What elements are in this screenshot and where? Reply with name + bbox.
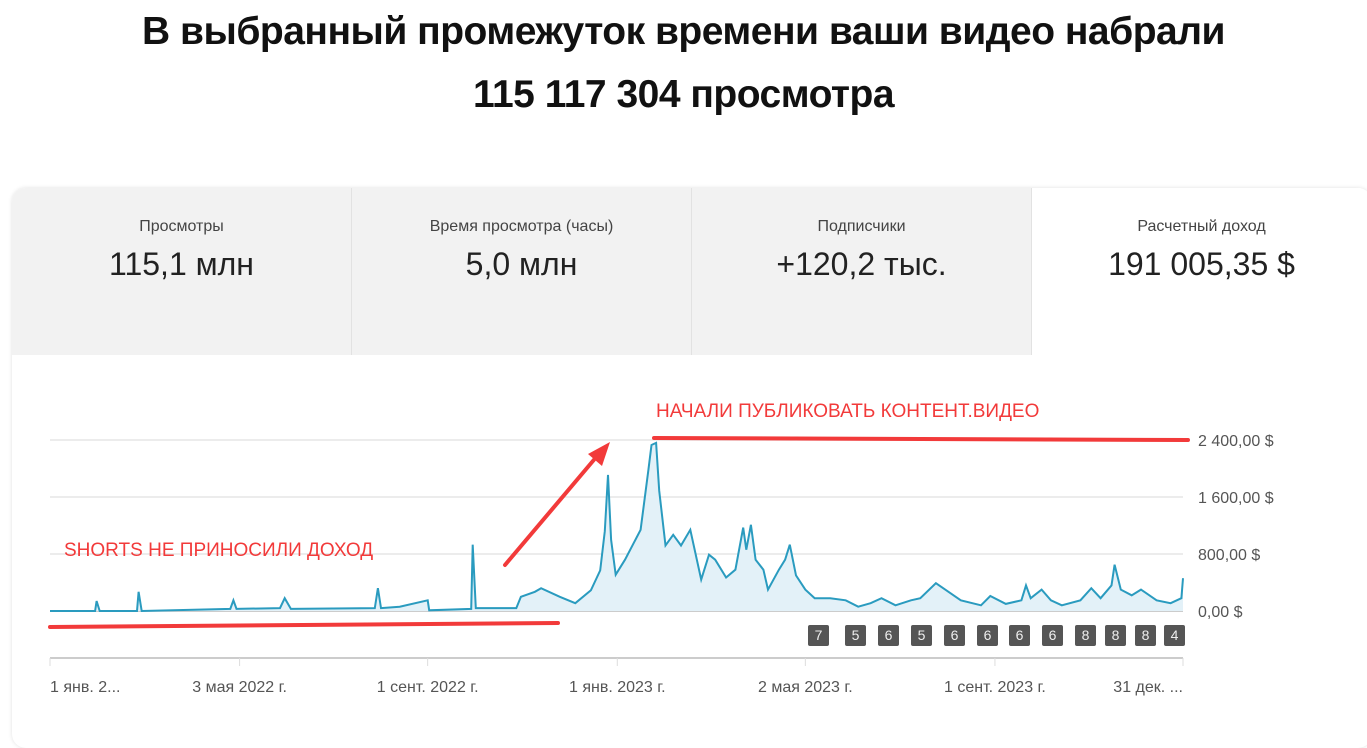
video-marker-badge[interactable]: 8 — [1135, 625, 1156, 646]
x-tick-label: 1 сент. 2023 г. — [944, 679, 1046, 696]
video-marker-badge[interactable]: 5 — [845, 625, 866, 646]
video-marker-badge[interactable]: 5 — [911, 625, 932, 646]
x-tick-label: 1 сент. 2022 г. — [377, 679, 479, 696]
x-tick-label: 1 янв. 2023 г. — [569, 679, 666, 696]
video-marker-badge[interactable]: 6 — [944, 625, 965, 646]
video-marker-badge[interactable]: 7 — [808, 625, 829, 646]
video-marker-badge[interactable]: 6 — [1009, 625, 1030, 646]
x-tick-label: 2 мая 2023 г. — [758, 679, 853, 696]
video-marker-badge[interactable]: 6 — [977, 625, 998, 646]
annotation-underline — [50, 623, 558, 627]
annotation-arrow — [505, 455, 598, 565]
y-tick-label: 1 600,00 $ — [1198, 490, 1274, 507]
video-marker-badge[interactable]: 8 — [1105, 625, 1126, 646]
video-marker-badge[interactable]: 6 — [878, 625, 899, 646]
video-marker-badge[interactable]: 8 — [1075, 625, 1096, 646]
annotation-shorts: SHORTS НЕ ПРИНОСИЛИ ДОХОД — [64, 540, 373, 562]
y-tick-label: 0,00 $ — [1198, 604, 1243, 621]
y-tick-label: 2 400,00 $ — [1198, 433, 1274, 450]
y-tick-label: 800,00 $ — [1198, 547, 1260, 564]
x-tick-label: 1 янв. 2... — [50, 679, 120, 696]
annotation-content: НАЧАЛИ ПУБЛИКОВАТЬ КОНТЕНТ.ВИДЕО — [656, 401, 1039, 423]
annotation-topline — [654, 438, 1188, 440]
revenue-area — [50, 443, 1183, 611]
video-marker-badge[interactable]: 4 — [1164, 625, 1185, 646]
video-marker-badge[interactable]: 6 — [1042, 625, 1063, 646]
x-tick-label: 31 дек. ... — [1113, 679, 1183, 696]
x-tick-label: 3 мая 2022 г. — [192, 679, 287, 696]
